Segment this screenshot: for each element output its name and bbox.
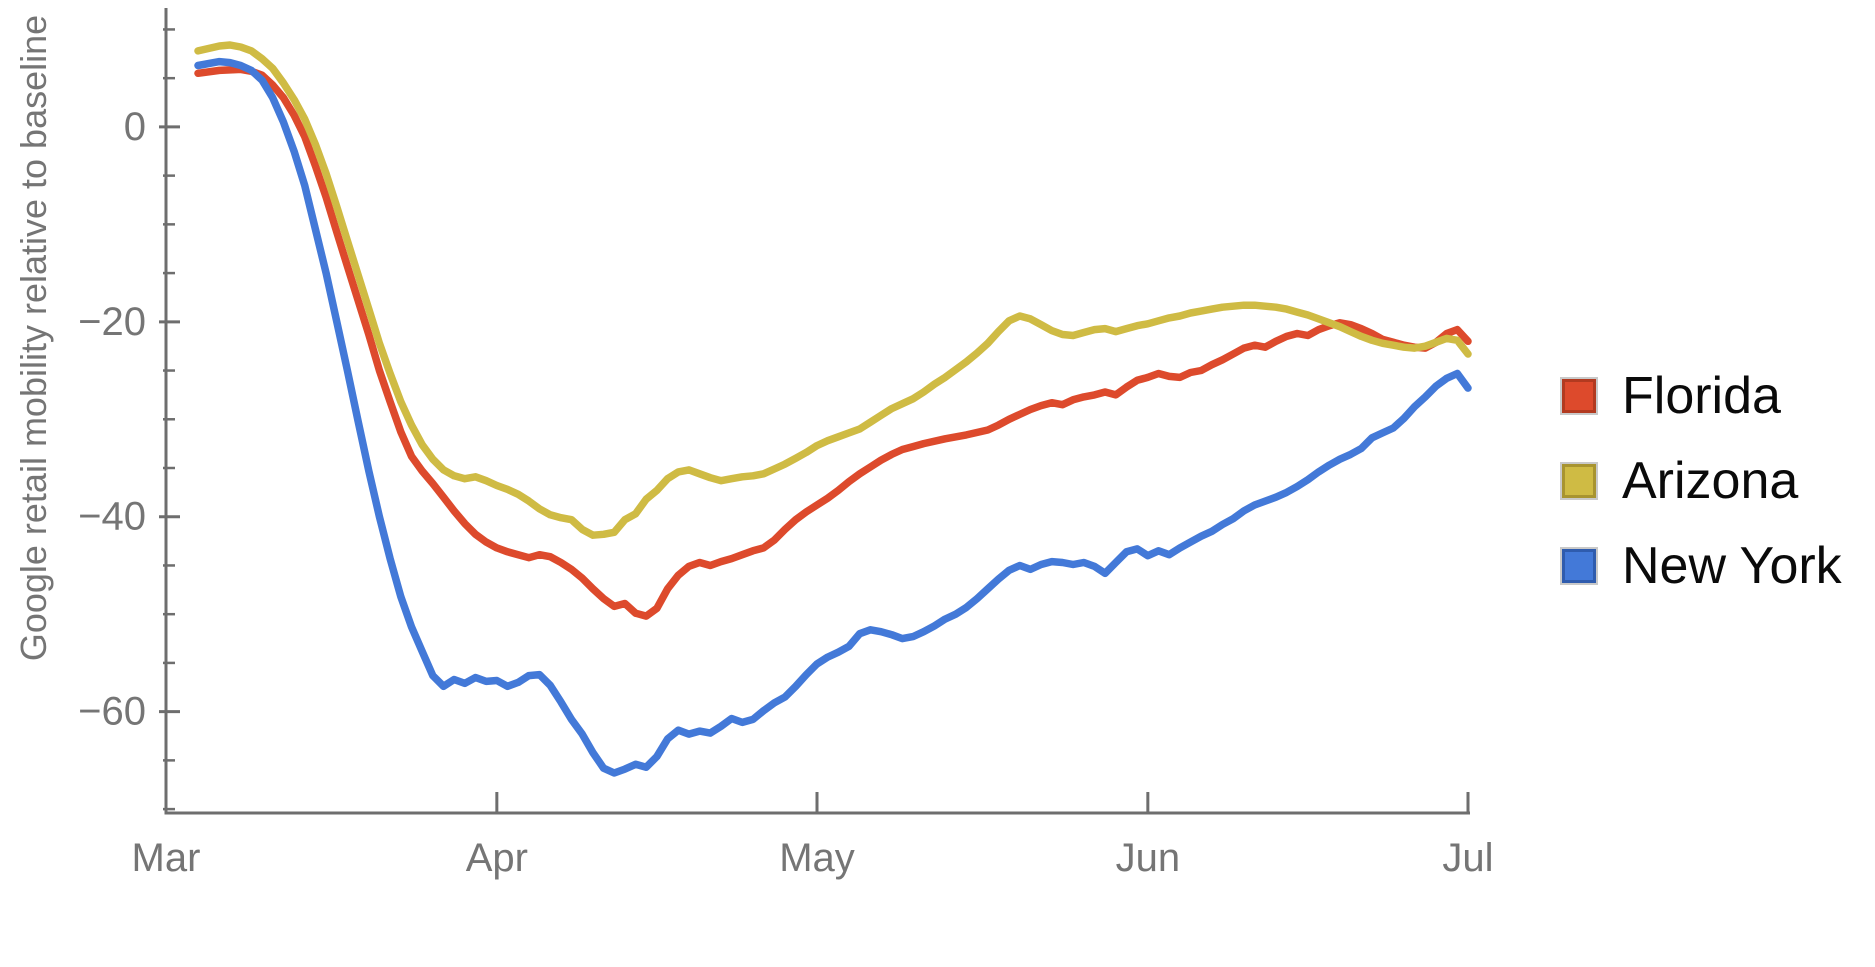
series-line-arizona xyxy=(194,41,1472,539)
legend-label-new-york: New York xyxy=(1622,537,1842,595)
y-tick-label: −20 xyxy=(78,300,146,344)
y-axis-title: Google retail mobility relative to basel… xyxy=(13,14,54,662)
x-tick-label: Apr xyxy=(466,836,528,880)
x-tick-label: May xyxy=(779,836,855,880)
new-york-swatch-icon xyxy=(1562,549,1596,583)
x-tick-label: Mar xyxy=(132,836,201,880)
series-line-new-york xyxy=(194,57,1472,777)
x-tick-label: Jun xyxy=(1116,836,1181,880)
legend: Florida Arizona New York xyxy=(1560,366,1842,621)
series-line-florida xyxy=(194,65,1472,620)
y-tick-label: 0 xyxy=(124,105,146,149)
legend-item-arizona: Arizona xyxy=(1560,451,1842,511)
legend-label-florida: Florida xyxy=(1622,367,1781,425)
legend-item-new-york: New York xyxy=(1560,536,1842,596)
y-tick-label: −40 xyxy=(78,495,146,539)
arizona-swatch-icon xyxy=(1562,464,1596,498)
legend-item-florida: Florida xyxy=(1560,366,1842,426)
legend-label-arizona: Arizona xyxy=(1622,452,1799,510)
y-tick-label: −60 xyxy=(78,690,146,734)
x-tick-label: Jul xyxy=(1442,836,1493,880)
florida-swatch-icon xyxy=(1562,379,1596,413)
